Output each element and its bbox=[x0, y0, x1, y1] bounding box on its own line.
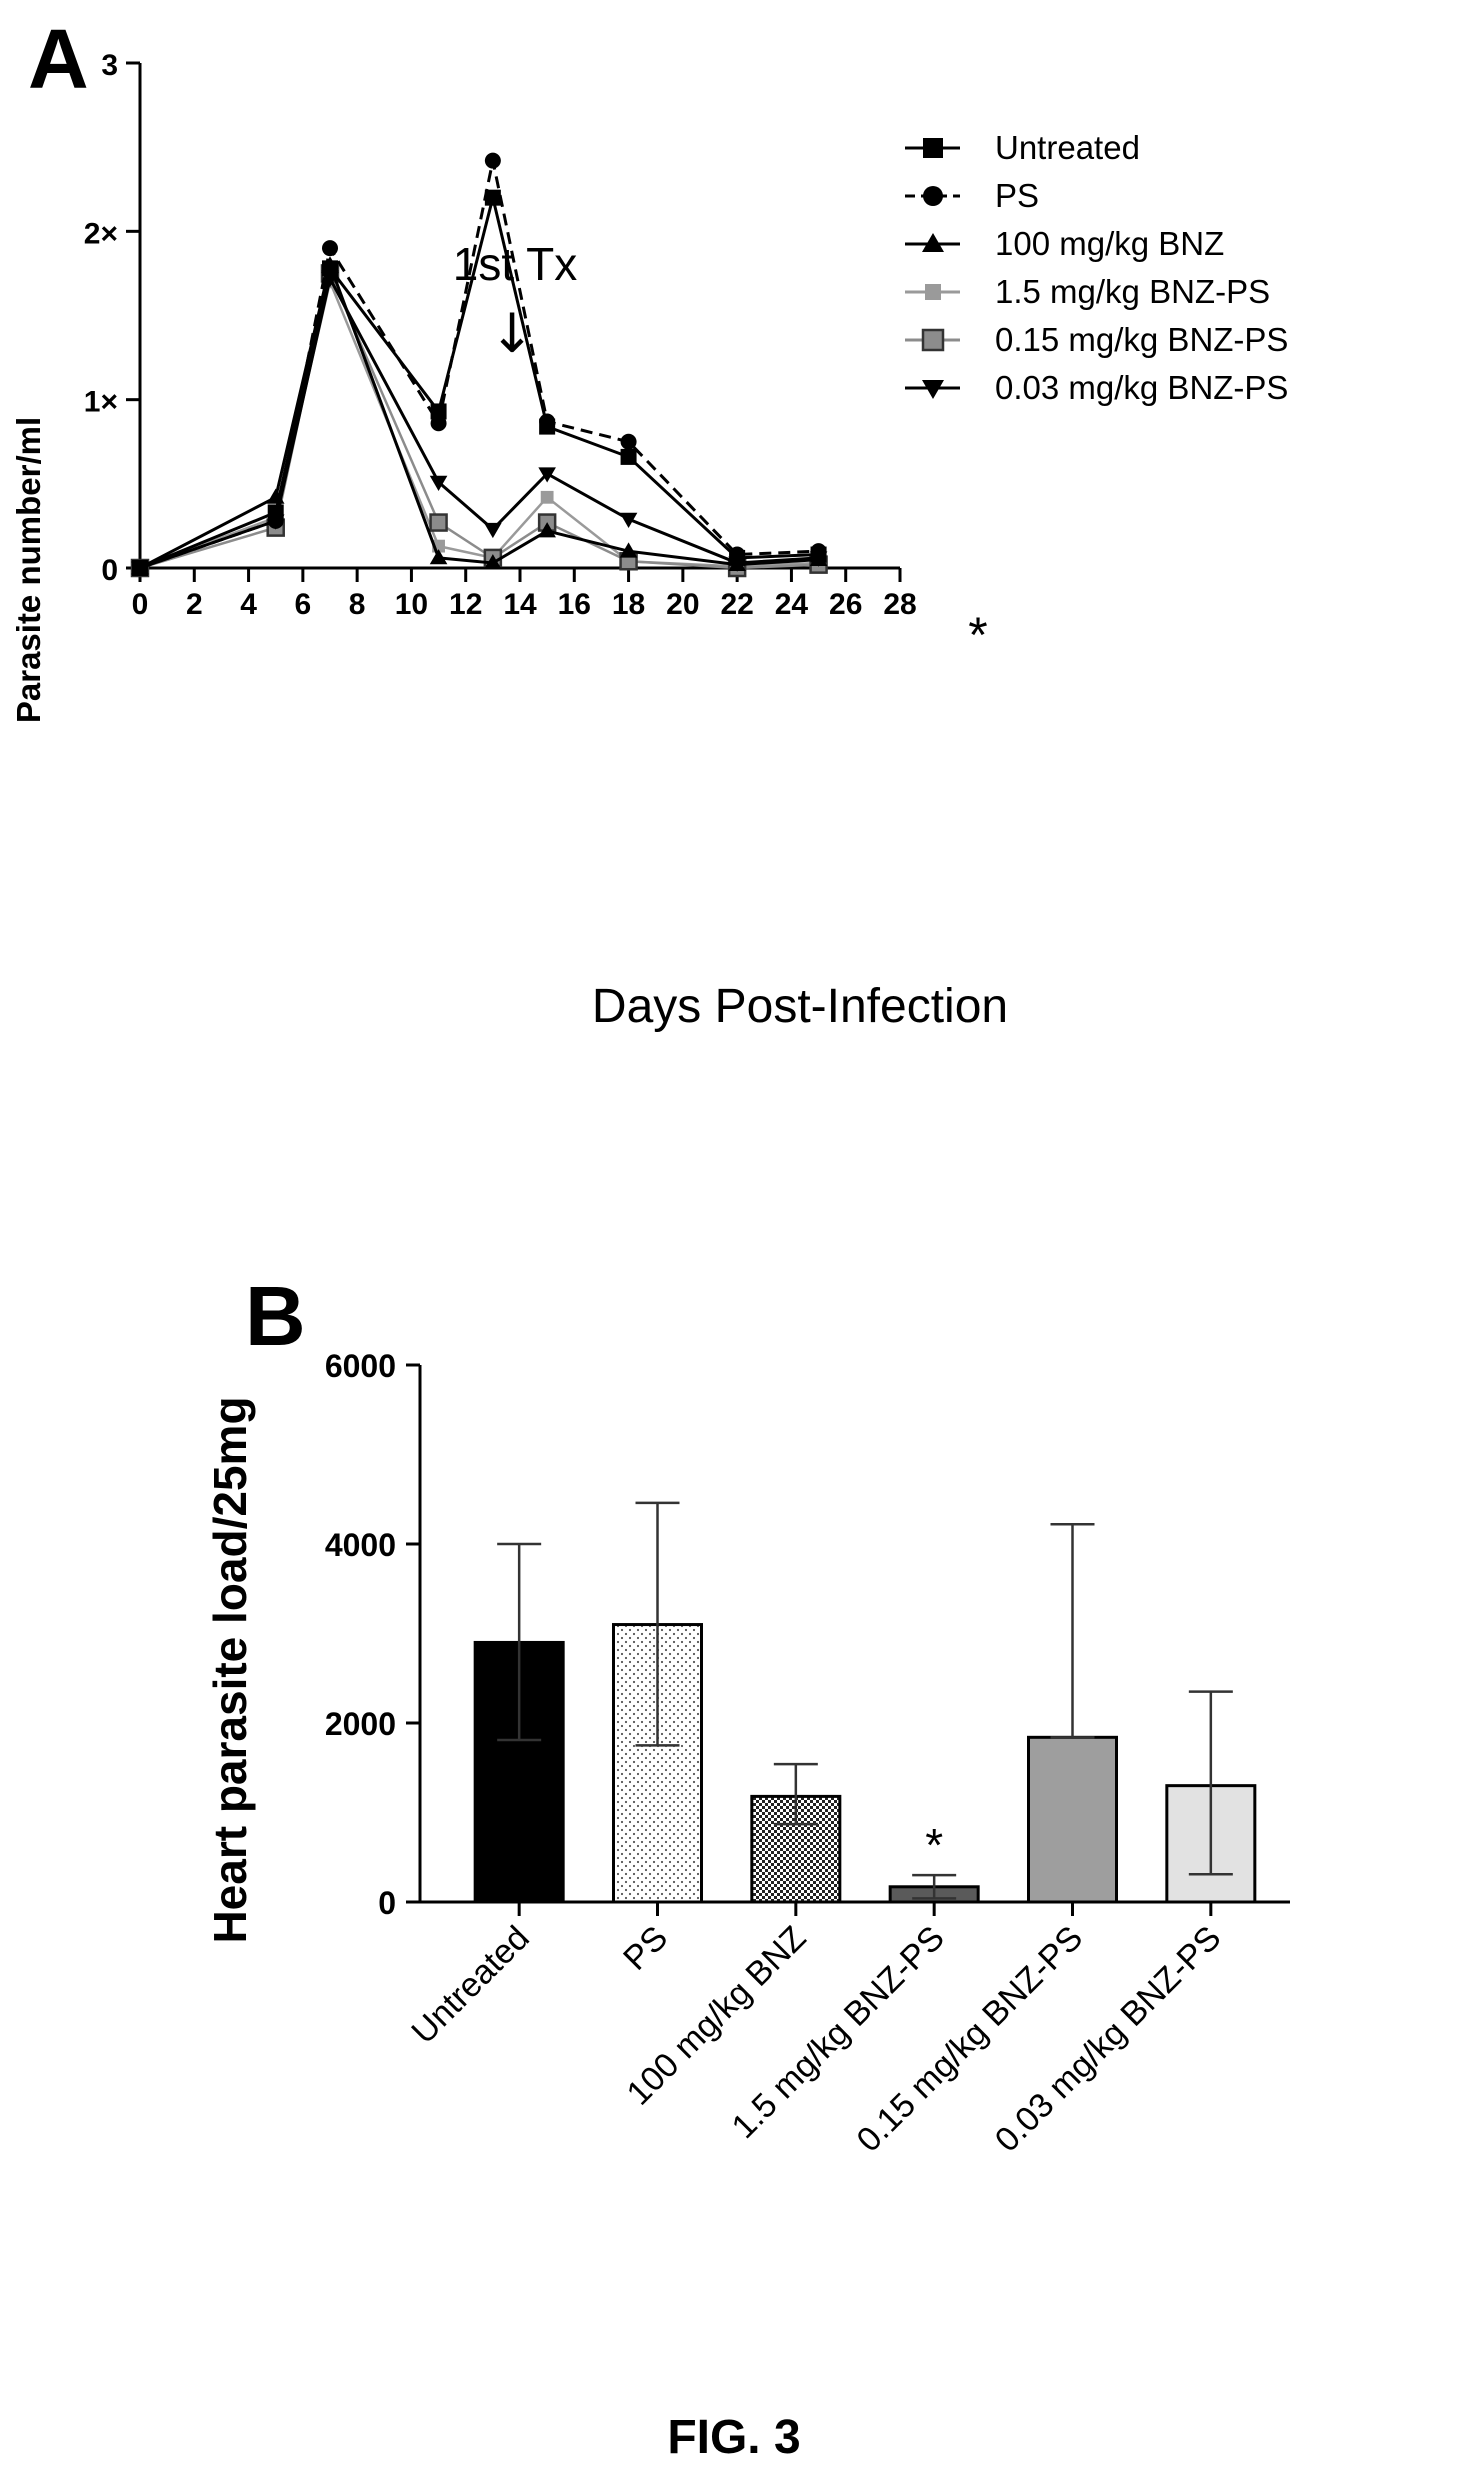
panel-b-ticks: 0 2000 4000 6000 bbox=[325, 1348, 1213, 1921]
treatment-arrow: ↓ bbox=[489, 302, 534, 365]
data-point bbox=[267, 512, 284, 529]
data-point bbox=[266, 488, 285, 504]
y-tick-label: 0 bbox=[101, 554, 118, 587]
y-tick-label: 2× bbox=[84, 217, 118, 250]
panel-a-label: A bbox=[28, 12, 89, 106]
panel-b-label: B bbox=[245, 1269, 306, 1363]
panel-a-chart: 01×2×30 2 4 6 8 10 12 14 16 18 20 22 24 26 28 Untreate… bbox=[10, 49, 1288, 1033]
data-point bbox=[429, 513, 448, 532]
legend-marker bbox=[923, 138, 943, 158]
x-tick-label: 24 bbox=[775, 588, 809, 621]
y-tick-label: 3 bbox=[101, 49, 118, 82]
treatment-annotation: 1st Tx bbox=[453, 238, 577, 290]
data-point bbox=[322, 240, 338, 257]
panel-b-error-bars bbox=[497, 1501, 1233, 1900]
panel-b-bars bbox=[473, 1623, 1257, 1904]
panel-a-y-axis-label: Parasite number/ml bbox=[10, 417, 47, 723]
legend-label: 0.03 mg/kg BNZ-PS bbox=[995, 369, 1288, 406]
y-tick-label: 6000 bbox=[325, 1348, 396, 1384]
series-line bbox=[139, 259, 819, 570]
x-tick-label: 2 bbox=[186, 588, 203, 621]
category-label: 0.03 mg/kg BNZ-PS bbox=[988, 1919, 1229, 2160]
x-tick-label: 20 bbox=[666, 588, 699, 621]
data-point bbox=[620, 433, 637, 450]
legend-label: Untreated bbox=[995, 129, 1140, 166]
figure-caption: FIG. 3 bbox=[667, 2411, 801, 2464]
data-point bbox=[322, 260, 338, 277]
series-line bbox=[139, 274, 819, 570]
panel-a-legend: Untreated PS 100 mg/kg BNZ 1.5 mg/kg BNZ-PS… bbox=[905, 129, 1288, 406]
y-tick-label: 1× bbox=[84, 386, 118, 419]
x-tick-label: 6 bbox=[295, 588, 312, 621]
legend-marker bbox=[925, 284, 941, 300]
data-point bbox=[484, 189, 501, 206]
category-label: 0.15 mg/kg BNZ-PS bbox=[849, 1919, 1090, 2160]
category-label: Untreated bbox=[404, 1919, 536, 2051]
panel-a-x-axis-label: Days Post-Infection bbox=[592, 980, 1008, 1033]
x-tick-label: 22 bbox=[720, 588, 753, 621]
data-point bbox=[619, 512, 638, 528]
panel-a-series bbox=[130, 152, 828, 578]
category-label: PS bbox=[616, 1919, 675, 1978]
bar bbox=[1027, 1735, 1118, 1904]
data-point bbox=[132, 560, 148, 576]
y-tick-label: 0 bbox=[378, 1885, 396, 1921]
data-point bbox=[429, 549, 448, 565]
data-point bbox=[539, 413, 556, 430]
x-tick-label: 18 bbox=[612, 588, 645, 621]
data-point bbox=[620, 448, 637, 465]
data-point bbox=[429, 475, 448, 491]
panel-a-ticks: 01×2×30 2 4 6 8 10 12 14 16 18 20 22 24 26 28 bbox=[84, 49, 917, 621]
legend-label: PS bbox=[995, 177, 1039, 214]
x-tick-label: 8 bbox=[349, 588, 366, 621]
y-tick-label: 4000 bbox=[325, 1527, 396, 1563]
x-tick-label: 28 bbox=[883, 588, 916, 621]
data-point bbox=[484, 554, 502, 570]
x-tick-label: 0 bbox=[132, 588, 149, 621]
legend-label: 0.15 mg/kg BNZ-PS bbox=[995, 321, 1288, 358]
data-point bbox=[484, 522, 502, 539]
x-tick-label: 12 bbox=[449, 588, 482, 621]
panel-b-y-axis-label: Heart parasite load/25mg bbox=[204, 1396, 256, 1943]
legend-marker bbox=[922, 380, 944, 399]
data-point bbox=[538, 522, 556, 538]
series-line bbox=[139, 269, 819, 570]
x-tick-label: 14 bbox=[503, 588, 537, 621]
y-tick-label: 2000 bbox=[325, 1706, 396, 1742]
data-point bbox=[538, 467, 556, 483]
x-tick-label: 10 bbox=[395, 588, 428, 621]
legend-marker bbox=[921, 328, 945, 352]
data-point bbox=[619, 542, 638, 558]
data-point bbox=[484, 152, 501, 169]
legend-label: 1.5 mg/kg BNZ-PS bbox=[995, 273, 1270, 310]
panel-b-significance-marker: * bbox=[925, 1819, 943, 1871]
series-line bbox=[139, 160, 819, 570]
x-tick-label: 26 bbox=[829, 588, 862, 621]
panel-b-axes bbox=[418, 1365, 1290, 1904]
data-point bbox=[430, 415, 447, 432]
data-point bbox=[810, 543, 827, 560]
x-tick-label: 4 bbox=[240, 588, 257, 621]
data-point bbox=[729, 546, 746, 563]
panel-a-significance-marker: * bbox=[968, 607, 987, 663]
x-tick-label: 16 bbox=[558, 588, 591, 621]
legend-label: 100 mg/kg BNZ bbox=[995, 225, 1224, 262]
data-point bbox=[540, 490, 554, 504]
legend-marker bbox=[922, 233, 944, 252]
legend-marker bbox=[923, 186, 943, 206]
